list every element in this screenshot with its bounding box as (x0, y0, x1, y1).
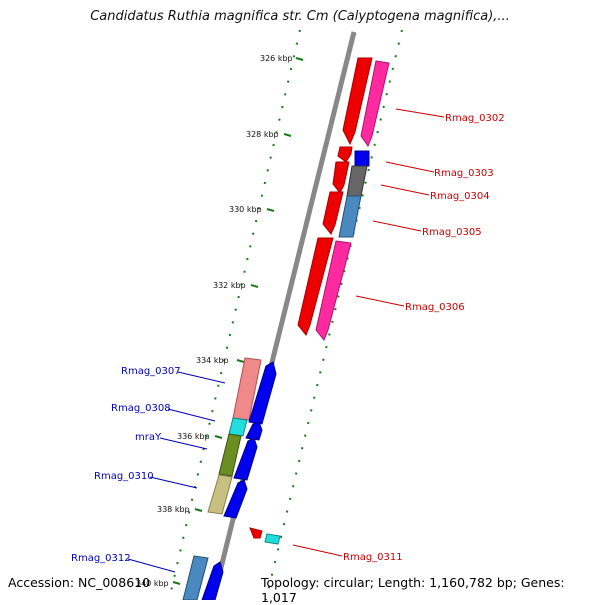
leader-line (127, 558, 176, 573)
leader-line (355, 295, 405, 307)
scale-label: 340 kbp (136, 579, 169, 588)
gene-box-rmag-0305[interactable] (338, 195, 362, 238)
gene-label-rmag-0311[interactable]: Rmag_0311 (343, 552, 403, 563)
scale-tick (236, 359, 245, 363)
gene-arrow-rmag-0312[interactable] (201, 561, 224, 600)
leader-line (380, 184, 430, 196)
accession-text: Accession: NC_008610 (8, 575, 151, 590)
genes-right-track (249, 57, 390, 545)
gene-box-rmag-0308[interactable] (228, 417, 248, 437)
leader-line (372, 220, 422, 232)
leaders-right (292, 108, 445, 557)
scale-tick (295, 57, 304, 61)
gene-arrow-rmag-0308[interactable] (245, 421, 263, 441)
gene-label-rmag-0308[interactable]: Rmag_0308 (111, 403, 171, 414)
leader-line (395, 108, 445, 118)
map-title: Candidatus Ruthia magnifica str. Cm (Cal… (90, 9, 510, 24)
gene-arrow-rmag-0305-a[interactable] (322, 191, 344, 235)
gene-box-rmag-0312[interactable] (182, 555, 209, 600)
gene-label-rmag-0302[interactable]: Rmag_0302 (445, 113, 505, 124)
gene-arrow-mray[interactable] (233, 437, 258, 481)
scale-tick (266, 208, 275, 212)
scale-label: 326 kbp (260, 54, 293, 63)
gene-box-mray[interactable] (218, 433, 242, 477)
gene-arrow-rmag-0304-a[interactable] (332, 161, 350, 194)
scale-label: 338 kbp (157, 505, 190, 514)
topology-text: Topology: circular; Length: 1,160,782 bp… (261, 575, 565, 605)
leader-line (292, 544, 343, 557)
gene-box-rmag-0303[interactable] (354, 150, 370, 167)
gene-label-rmag-0306[interactable]: Rmag_0306 (405, 302, 465, 313)
gene-box-rmag-0304[interactable] (346, 165, 368, 197)
scale-label: 334 kbp (196, 356, 229, 365)
scale-label: 330 kbp (229, 205, 262, 214)
leader-line (149, 476, 198, 489)
scale-tick (283, 133, 292, 137)
gene-arrow-rmag-0302-a[interactable] (342, 57, 373, 146)
gene-label-rmag-0303[interactable]: Rmag_0303 (434, 168, 494, 179)
gene-label-rmag-0307[interactable]: Rmag_0307 (121, 366, 181, 377)
leaders-left (127, 371, 226, 573)
gene-label-rmag-0312[interactable]: Rmag_0312 (71, 553, 131, 564)
gene-arrow-rmag-0306-a[interactable] (297, 237, 334, 336)
labels-right: Rmag_0302 Rmag_0303 Rmag_0304 Rmag_0305 … (343, 113, 505, 563)
gene-label-mray[interactable]: mraY (135, 432, 162, 443)
leader-line (177, 371, 226, 384)
gene-box-rmag-0310[interactable] (207, 474, 233, 515)
gene-box-rmag-0311[interactable] (264, 533, 281, 545)
scale-tick (214, 435, 223, 439)
gene-arrow-rmag-0310[interactable] (223, 479, 248, 519)
gene-box-rmag-0307[interactable] (232, 357, 262, 421)
leader-line (159, 437, 208, 450)
gene-label-rmag-0310[interactable]: Rmag_0310 (94, 471, 154, 482)
gene-arrow-rmag-0306-b[interactable] (315, 240, 352, 341)
scale-label: 328 kbp (246, 130, 279, 139)
scale-labels: 326 kbp 328 kbp 330 kbp 332 kbp 334 kbp … (136, 54, 293, 588)
labels-left: Rmag_0307 Rmag_0308 mraY Rmag_0310 Rmag_… (71, 366, 181, 564)
scale-tick (194, 508, 203, 512)
gene-arrow-rmag-0303-a[interactable] (337, 146, 353, 163)
genes-left-track (182, 357, 277, 600)
scale-label: 336 kbp (177, 432, 210, 441)
gene-arrow-rmag-0307[interactable] (248, 361, 277, 425)
scale-tick (250, 284, 259, 288)
leader-line (385, 161, 435, 173)
scale-tick (172, 581, 181, 585)
gene-label-rmag-0304[interactable]: Rmag_0304 (430, 191, 490, 202)
gene-label-rmag-0305[interactable]: Rmag_0305 (422, 227, 482, 238)
scale-ticks (172, 57, 304, 585)
scale-label: 332 kbp (213, 281, 246, 290)
gene-arrow-rmag-0311-a[interactable] (249, 527, 263, 539)
leader-line (167, 408, 216, 422)
gene-arrow-rmag-0302-b[interactable] (360, 60, 390, 148)
